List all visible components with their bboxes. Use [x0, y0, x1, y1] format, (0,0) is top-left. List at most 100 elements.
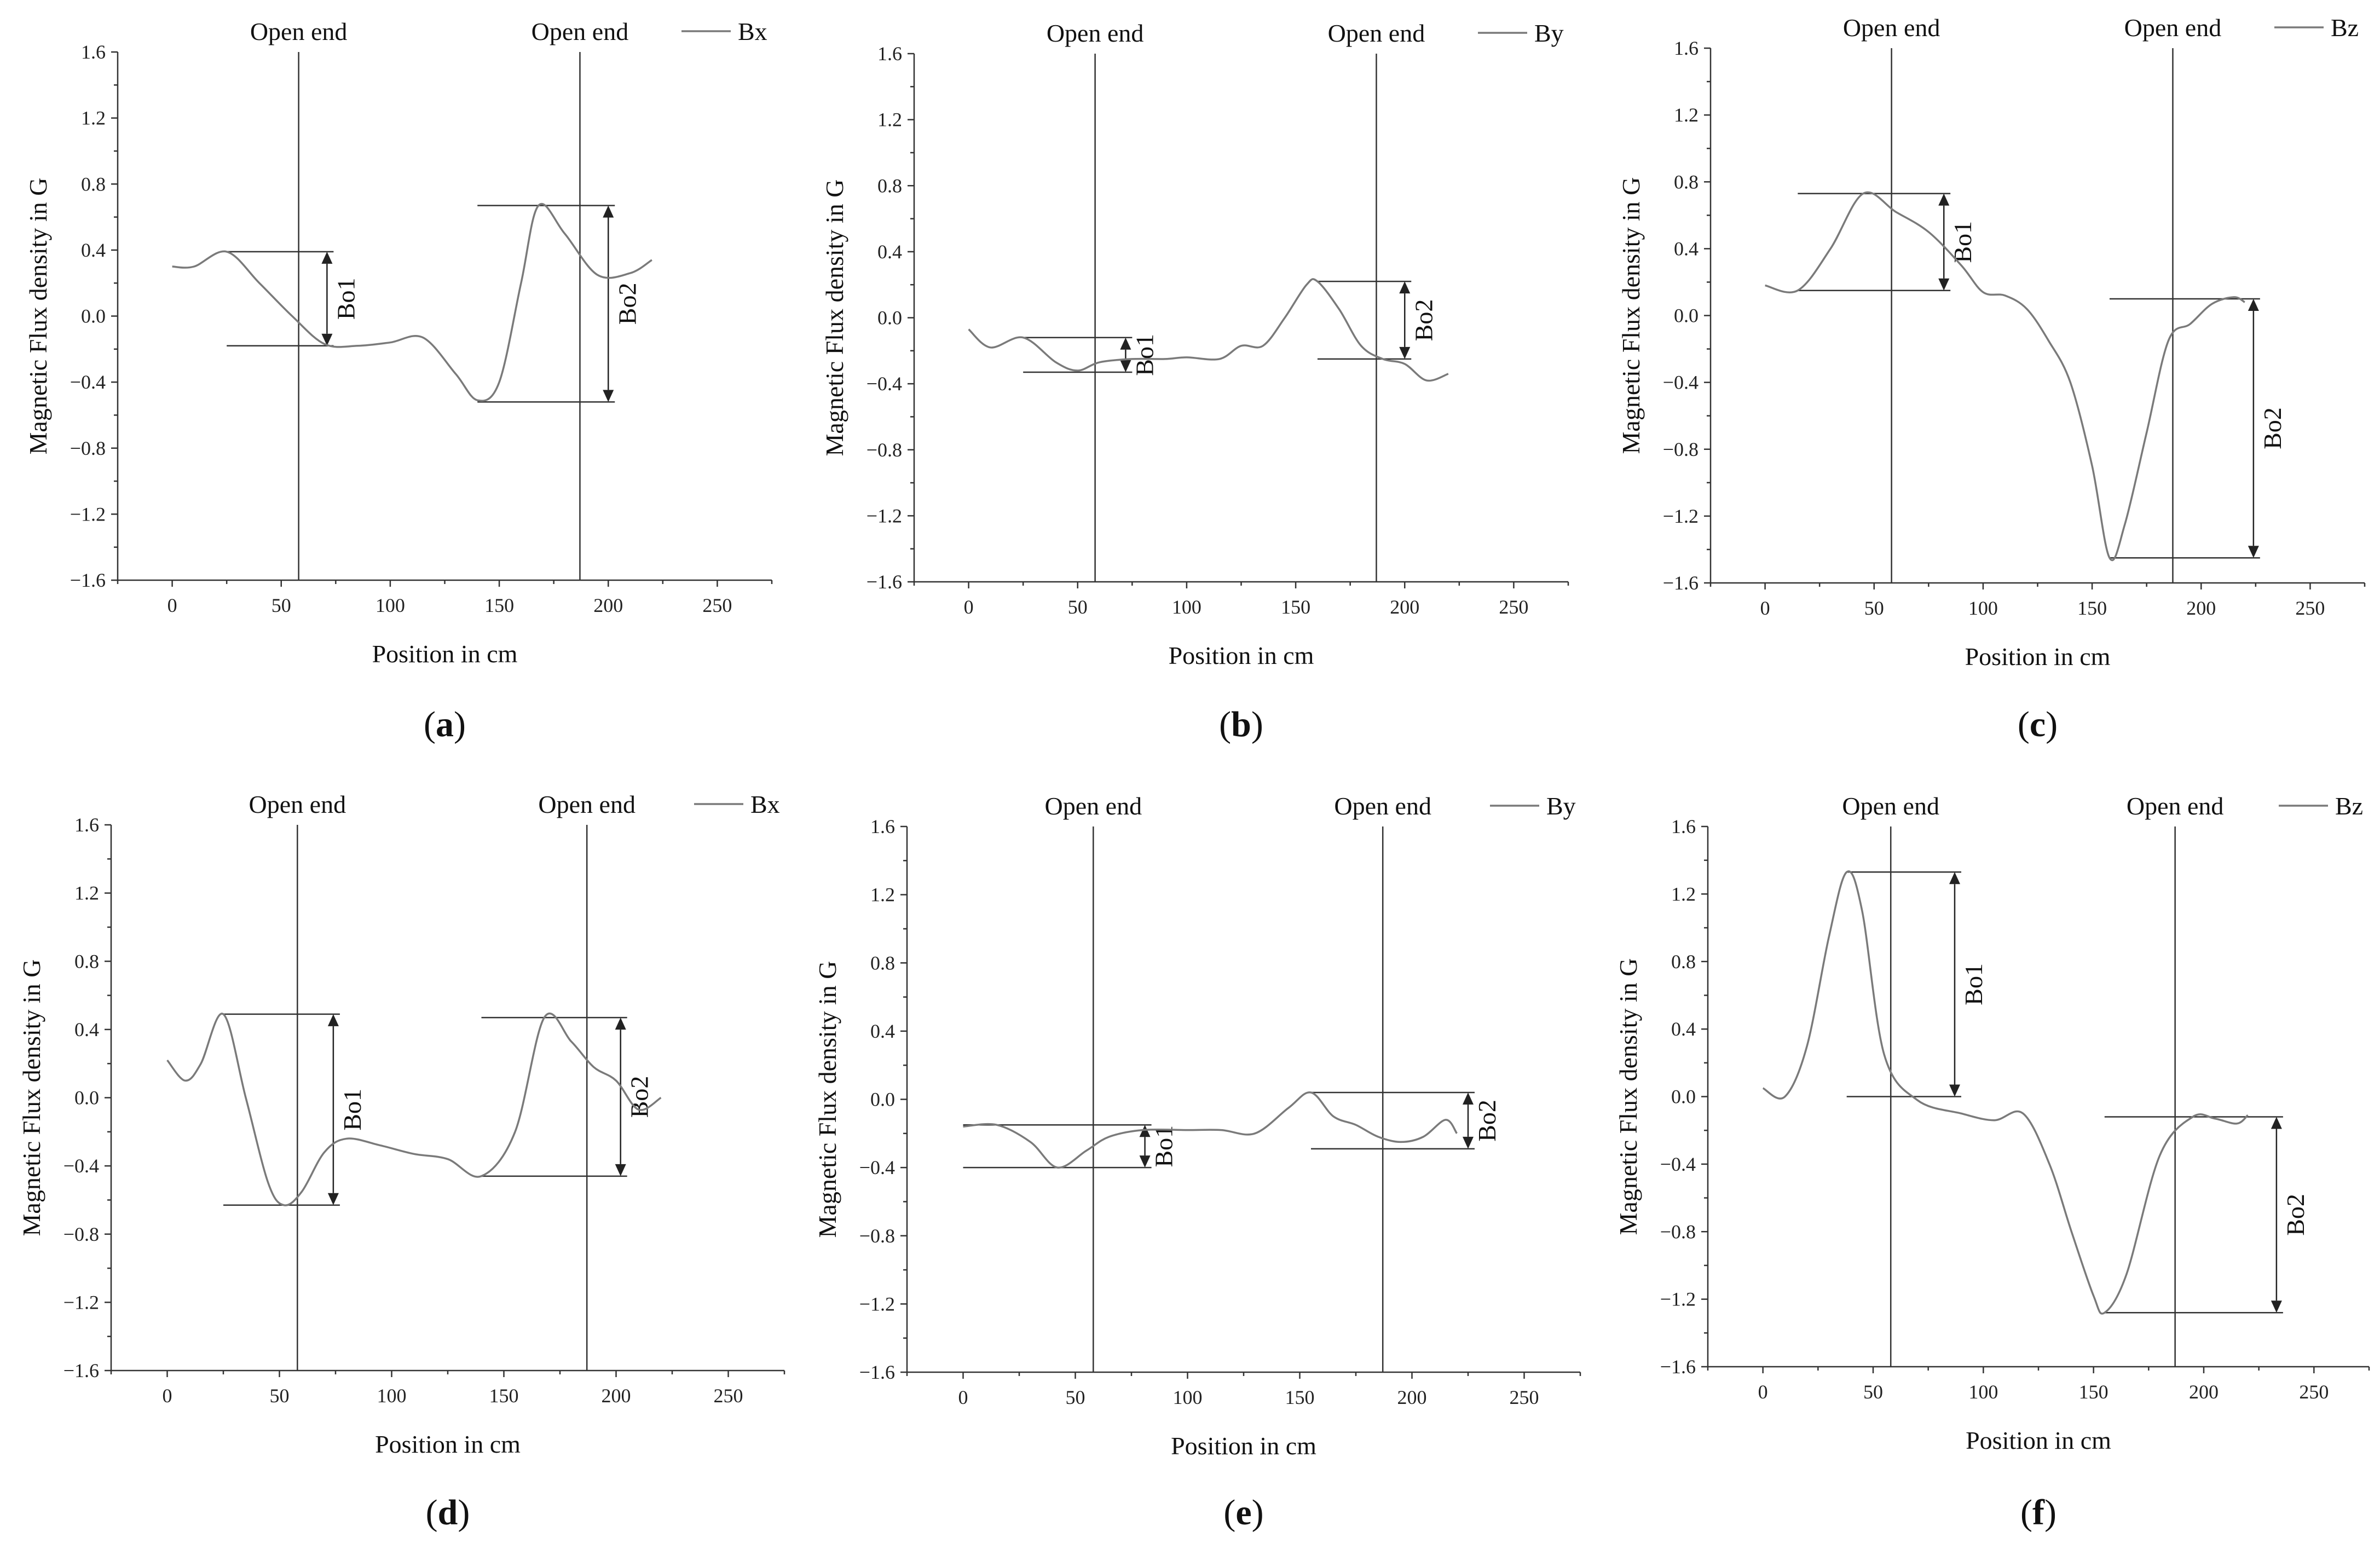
x-tick-label: 0 [167, 594, 177, 616]
x-tick-label: 0 [958, 1386, 968, 1408]
y-tick-label: 0.0 [81, 305, 106, 327]
bracket-arrow-up [615, 1018, 626, 1030]
open-end-label: Open end [532, 18, 629, 45]
panel-label: (b) [1219, 704, 1263, 744]
bracket-arrow-up [1949, 872, 1960, 885]
bracket-arrow-up [603, 205, 614, 218]
y-axis-title: Magnetic Flux density in G [18, 959, 45, 1236]
x-tick-label: 200 [1390, 596, 1419, 618]
series-line-by [963, 1091, 1458, 1169]
y-tick-label: 0.0 [1671, 1086, 1696, 1108]
y-tick-label: −0.4 [1663, 372, 1699, 394]
bracket-arrow-up [2271, 1117, 2282, 1129]
x-tick-label: 50 [1863, 1381, 1883, 1403]
y-tick-label: 1.6 [74, 814, 99, 836]
y-tick-label: 0.4 [1671, 1018, 1696, 1040]
y-tick-label: −1.2 [70, 503, 106, 525]
open-end-label: Open end [2124, 14, 2222, 42]
x-tick-label: 100 [1968, 597, 1998, 619]
y-tick-label: −1.6 [1660, 1356, 1696, 1378]
y-tick-label: 1.2 [877, 109, 902, 131]
legend-label: By [1534, 19, 1564, 47]
bracket-label-bo2: Bo2 [613, 283, 641, 325]
bracket-label-bo2: Bo2 [1473, 1100, 1501, 1142]
bracket-arrow-up [327, 1014, 339, 1026]
y-tick-label: −1.2 [1660, 1288, 1696, 1310]
bracket-arrow-down [327, 1193, 339, 1205]
open-end-label: Open end [1047, 19, 1144, 47]
legend-label: By [1546, 792, 1576, 820]
x-tick-label: 50 [1864, 597, 1884, 619]
x-tick-label: 0 [1758, 1381, 1768, 1403]
x-tick-label: 150 [1281, 596, 1310, 618]
bracket-label-bo2: Bo2 [2258, 407, 2286, 449]
bracket-arrow-up [1938, 193, 1950, 206]
y-tick-label: −1.6 [70, 569, 106, 591]
x-tick-label: 250 [714, 1385, 743, 1407]
x-tick-label: 250 [1510, 1386, 1539, 1408]
chart-panel-a: 1.6 1.2 0.8 0.4 0.0 −0.4 −0.8 −1.2 −1.6 0 50 100 150… [24, 18, 773, 744]
open-end-label: Open end [1334, 792, 1431, 820]
y-axis-title: Magnetic Flux density in G [1617, 177, 1645, 454]
y-tick-label: 1.6 [870, 816, 895, 837]
bracket-arrow-up [321, 251, 333, 264]
x-tick-label: 100 [376, 594, 405, 616]
bracket-label-bo1: Bo1 [1150, 1125, 1178, 1167]
open-end-label: Open end [1843, 14, 1940, 42]
x-tick-label: 0 [964, 596, 974, 618]
bracket-arrow-down [1399, 346, 1411, 359]
y-tick-label: −0.4 [859, 1157, 895, 1178]
y-tick-label: 1.2 [1671, 883, 1696, 905]
bracket-arrow-down [603, 390, 614, 402]
bracket-arrow-up [1463, 1092, 1474, 1105]
bracket-label-bo2: Bo2 [626, 1076, 654, 1118]
bracket-label-bo1: Bo1 [1960, 963, 1988, 1005]
y-tick-label: 0.0 [870, 1089, 895, 1111]
x-tick-label: 100 [1173, 1386, 1203, 1408]
y-tick-label: −0.4 [70, 371, 106, 393]
x-tick-label: 250 [1499, 596, 1528, 618]
y-tick-label: −1.2 [1663, 505, 1699, 527]
y-tick-label: −1.2 [63, 1291, 99, 1313]
x-tick-label: 50 [1068, 596, 1088, 618]
bracket-arrow-down [1949, 1084, 1960, 1097]
bracket-label-bo1: Bo1 [1130, 334, 1158, 376]
y-tick-label: −1.2 [866, 505, 902, 527]
bracket-arrow-down [1139, 1155, 1151, 1168]
y-tick-label: −0.4 [866, 373, 902, 395]
x-tick-label: 150 [1285, 1386, 1315, 1408]
bracket-arrow-up [1139, 1125, 1151, 1137]
series-line-bz [1762, 870, 2249, 1315]
open-end-label: Open end [1045, 792, 1142, 820]
y-axis-title: Magnetic Flux density in G [1614, 958, 1642, 1235]
y-tick-label: −0.8 [866, 439, 902, 461]
open-end-label: Open end [538, 790, 636, 818]
y-tick-label: 0.0 [877, 307, 902, 329]
y-tick-label: 0.8 [1671, 951, 1696, 973]
x-tick-label: 250 [2299, 1381, 2329, 1403]
x-tick-label: 0 [163, 1385, 172, 1407]
legend-label: Bz [2331, 14, 2359, 42]
y-tick-label: −0.8 [859, 1225, 895, 1247]
y-tick-label: 0.0 [74, 1087, 99, 1109]
y-tick-label: 0.4 [870, 1020, 895, 1042]
bracket-arrow-down [321, 333, 333, 346]
bracket-label-bo1: Bo1 [338, 1089, 366, 1131]
y-tick-label: 0.8 [74, 950, 99, 972]
x-axis-title: Position in cm [375, 1430, 521, 1458]
y-tick-label: 1.2 [870, 884, 895, 906]
y-tick-label: 1.2 [81, 107, 106, 129]
bracket-arrow-up [1120, 337, 1131, 350]
x-tick-label: 200 [1397, 1386, 1427, 1408]
series-line-bx [166, 1012, 662, 1206]
bracket-label-bo2: Bo2 [1409, 299, 1437, 342]
x-tick-label: 200 [2189, 1381, 2219, 1403]
y-tick-label: 1.2 [1674, 104, 1699, 126]
y-tick-label: −1.2 [859, 1293, 895, 1315]
series-line-by [968, 278, 1449, 382]
open-end-label: Open end [1842, 792, 1939, 820]
bracket-arrow-down [1463, 1136, 1474, 1149]
x-tick-label: 0 [1760, 597, 1770, 619]
chart-panel-f: 1.6 1.2 0.8 0.4 0.0 −0.4 −0.8 −1.2 −1.6 0 50 100 150… [1614, 792, 2370, 1533]
